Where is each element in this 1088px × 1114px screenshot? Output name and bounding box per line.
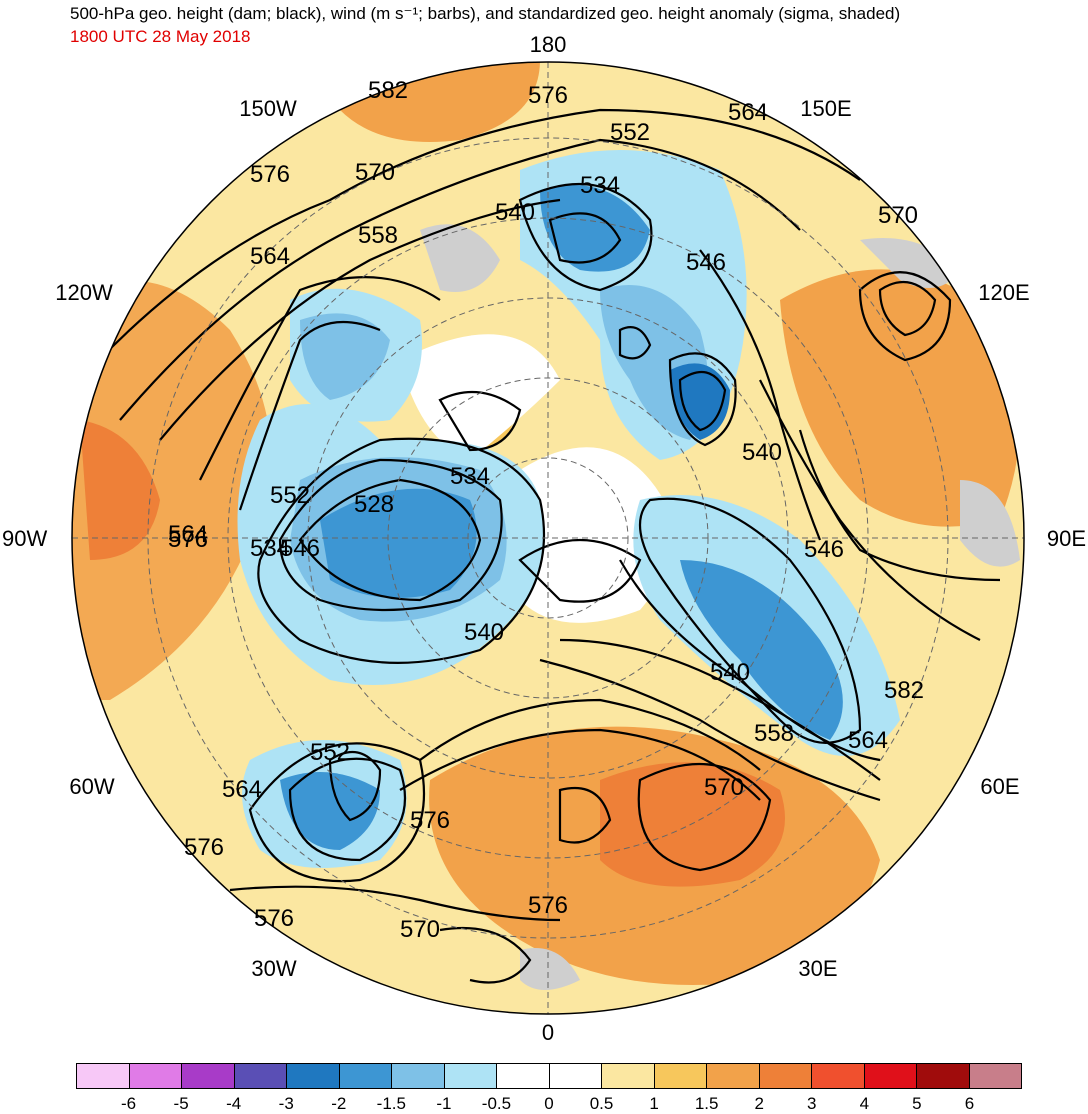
colorbar-tick-label: -4 — [226, 1094, 242, 1113]
colorbar-swatch — [234, 1064, 287, 1088]
contour-label: 552 — [610, 119, 650, 146]
contour-label: 576 — [528, 82, 568, 109]
contour-label: 570 — [878, 202, 918, 229]
contour-label: 582 — [368, 77, 408, 104]
contour-label: 582 — [884, 677, 924, 704]
colorbar-swatch — [549, 1064, 602, 1088]
colorbar-swatch — [707, 1064, 760, 1088]
contour-label: 564 — [848, 727, 888, 754]
contour-label: 552 — [270, 482, 310, 509]
lon-30w: 30W — [251, 956, 296, 981]
contour-label: 576 — [410, 807, 450, 834]
colorbar-swatch — [339, 1064, 392, 1088]
colorbar-tick-label: 0.5 — [589, 1094, 614, 1113]
colorbar-tick-label: -0.5 — [481, 1094, 512, 1113]
colorbar-tick-label: 2 — [754, 1094, 764, 1113]
lon-60w: 60W — [69, 774, 114, 799]
colorbar-swatch — [497, 1064, 550, 1088]
colorbar-swatch — [969, 1064, 1021, 1088]
colorbar-tick-label: 4 — [859, 1094, 870, 1113]
contour-label: 540 — [710, 659, 750, 686]
contour-label: 540 — [495, 199, 535, 226]
lon-90w: 90W — [2, 526, 47, 551]
contour-label: 576 — [168, 526, 208, 553]
contour-label: 558 — [754, 720, 794, 747]
colorbar-swatch — [812, 1064, 865, 1088]
contour-label: 540 — [742, 439, 782, 466]
colorbar-tick-label: 3 — [807, 1094, 817, 1113]
lon-120e: 120E — [978, 280, 1029, 305]
contour-label: 576 — [184, 834, 224, 861]
colorbar-swatch — [864, 1064, 917, 1088]
contour-label: 534 — [450, 463, 490, 490]
lon-60e: 60E — [980, 774, 1019, 799]
contour-label: 546 — [280, 535, 320, 562]
lon-120w: 120W — [55, 280, 113, 305]
contour-label: 564 — [222, 776, 262, 803]
contour-label: 528 — [354, 491, 394, 518]
colorbar-tick-label: 6 — [964, 1094, 975, 1113]
contour-label: 546 — [686, 249, 726, 276]
colorbar-tick-label: 1.5 — [694, 1094, 719, 1113]
colorbar-swatch — [287, 1064, 340, 1088]
colorbar-swatch — [654, 1064, 707, 1088]
colorbar-tick-label: 0 — [544, 1094, 554, 1113]
lon-180: 180 — [530, 32, 567, 57]
map-title: 500-hPa geo. height (dam; black), wind (… — [70, 4, 901, 23]
contour-label: 534 — [250, 535, 290, 562]
contour-label: 570 — [704, 774, 744, 801]
contour-label: 558 — [358, 222, 398, 249]
lon-150w: 150W — [239, 96, 297, 121]
colorbar-swatch — [444, 1064, 497, 1088]
colorbar-tick-label: 1 — [649, 1094, 659, 1113]
colorbar-swatch — [917, 1064, 970, 1088]
lon-150e: 150E — [800, 96, 851, 121]
contour-label: 552 — [310, 739, 350, 766]
colorbar-swatch — [182, 1064, 235, 1088]
colorbar-tick-label: -5 — [173, 1094, 189, 1113]
colorbar-swatch — [129, 1064, 182, 1088]
contour-label: 570 — [355, 159, 395, 186]
contour-label: 576 — [250, 161, 290, 188]
longitude-labels: 180 0 90W 90E 150W 150E 120W 120E 60W 60… — [2, 32, 1086, 1045]
colorbar — [76, 1063, 1022, 1089]
contour-label: 564 — [250, 243, 290, 270]
colorbar-tick-label: -1 — [436, 1094, 452, 1113]
contour-label: 576 — [254, 905, 294, 932]
colorbar-tick-label: -2 — [331, 1094, 347, 1113]
contour-label: 570 — [400, 916, 440, 943]
colorbar-swatch — [77, 1064, 130, 1088]
lon-0: 0 — [542, 1020, 554, 1045]
contour-label: 546 — [804, 536, 844, 563]
colorbar-swatch — [392, 1064, 445, 1088]
contour-label: 564 — [728, 99, 768, 126]
colorbar-swatch — [759, 1064, 812, 1088]
map-boundary — [71, 61, 1025, 1015]
colorbar-tick-label: -3 — [278, 1094, 294, 1113]
colorbar-tick-label: 5 — [912, 1094, 922, 1113]
contour-label: 534 — [580, 172, 620, 199]
colorbar-tick-label: -6 — [120, 1094, 137, 1113]
lon-90e: 90E — [1047, 526, 1086, 551]
graticule — [72, 62, 1024, 1014]
contour-label: 564 — [168, 521, 208, 548]
lon-30e: 30E — [798, 956, 837, 981]
colorbar-tick-label: -1.5 — [376, 1094, 406, 1113]
colorbar-swatch — [602, 1064, 655, 1088]
valid-time: 1800 UTC 28 May 2018 — [70, 27, 251, 46]
height-contours — [79, 108, 1001, 984]
contour-label: 540 — [464, 619, 504, 646]
contour-label: 576 — [528, 892, 568, 919]
